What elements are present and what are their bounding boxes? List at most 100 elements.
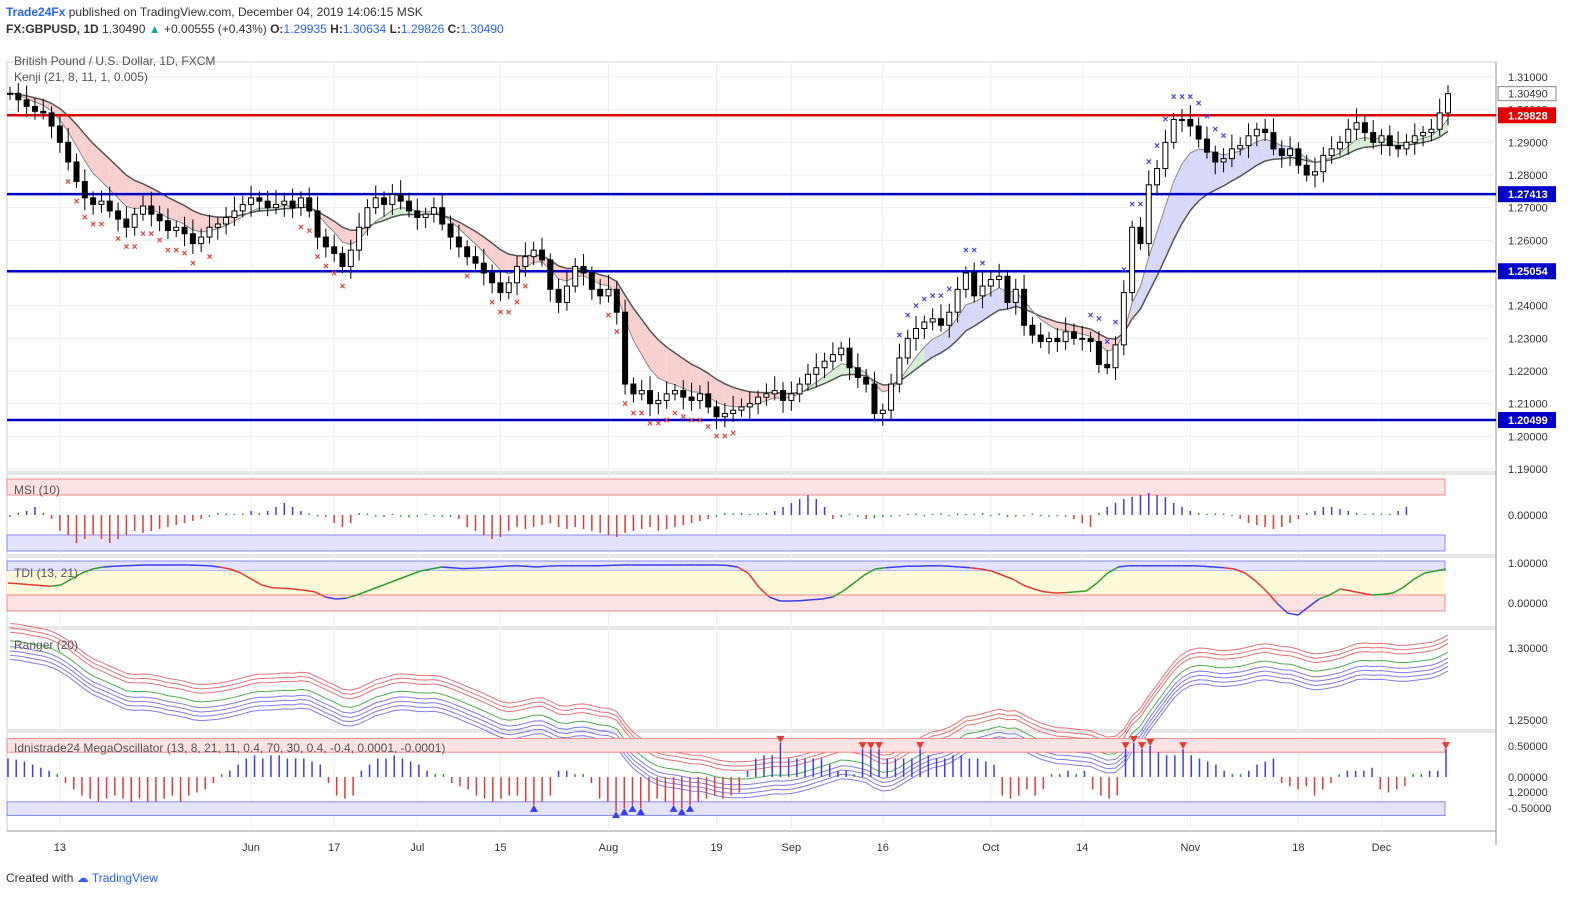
candle-body: [1228, 148, 1235, 160]
kenji-band-segment: [625, 295, 634, 341]
tdi-line-segment: [726, 564, 738, 568]
candle-body: [1287, 148, 1294, 156]
tdi-line-segment: [335, 597, 347, 600]
tdi-line-segment: [1413, 572, 1426, 580]
candle-body: [1245, 135, 1252, 147]
sell-marker: ×: [697, 415, 703, 426]
publisher-name[interactable]: Trade24Fx: [6, 5, 66, 19]
kenji-band-segment: [475, 231, 484, 253]
buy-marker: ×: [905, 311, 911, 322]
candle-body: [1079, 337, 1086, 340]
kenji-band-segment: [492, 243, 501, 271]
candle-body: [1445, 93, 1451, 114]
candle-body: [81, 181, 88, 199]
candle-body: [505, 282, 512, 294]
candle-body: [1162, 141, 1169, 169]
candle-body: [771, 390, 778, 395]
tradingview-link[interactable]: TradingView: [91, 871, 158, 885]
tdi-line-segment: [980, 568, 992, 572]
sell-marker: ×: [606, 311, 612, 322]
kenji-band-segment: [118, 167, 127, 207]
tdi-line-segment: [1096, 572, 1109, 584]
tdi-line-segment: [1265, 590, 1278, 604]
candle-body: [929, 318, 936, 323]
y-tick-label: 1.30000: [1508, 643, 1548, 655]
tdi-line-segment: [219, 566, 231, 570]
y-tick-label: 1.23000: [1508, 333, 1548, 345]
tdi-line-segment: [7, 582, 19, 585]
kenji-band-segment: [650, 330, 659, 378]
candle-body: [572, 265, 579, 287]
candle-body: [314, 210, 321, 238]
tdi-line-segment: [769, 596, 781, 602]
candle-body: [231, 210, 238, 218]
tdi-line-segment: [1075, 590, 1087, 593]
sell-marker: ×: [639, 409, 645, 420]
created-with-text: Created with: [6, 871, 74, 885]
candle-body: [289, 200, 296, 209]
candle-body: [871, 383, 878, 414]
candle-body: [455, 236, 462, 248]
kenji-band-segment: [192, 210, 202, 232]
mega-buy-triangle: [636, 808, 645, 815]
y-tick-label: 0.00000: [1508, 598, 1548, 610]
x-tick-label: 15: [494, 842, 506, 854]
candle-body: [173, 226, 180, 232]
kenji-band-segment: [342, 227, 351, 245]
candle-body: [189, 233, 196, 245]
tdi-line-segment: [420, 568, 432, 572]
y-tick-label: 1.20000: [1508, 431, 1548, 443]
candle-body: [863, 377, 870, 385]
main-chart-title: British Pound / U.S. Dollar, 1D, FXCM: [14, 54, 216, 68]
level-price-label: 1.25054: [1508, 266, 1549, 278]
buy-marker: ×: [1129, 200, 1135, 211]
megaoscillator-pane-title: Idnistrade24 MegaOscillator (13, 8, 21, …: [14, 741, 446, 755]
sell-marker: ×: [705, 422, 711, 433]
sell-marker: ×: [298, 223, 304, 234]
sell-marker: ×: [74, 196, 80, 207]
candle-body: [405, 200, 412, 212]
level-price-tag: [1498, 107, 1556, 124]
mega-sell-triangle: [1442, 742, 1450, 750]
tdi-line-segment: [1223, 567, 1235, 570]
candle-body: [7, 92, 13, 95]
candle-body: [846, 347, 853, 369]
candle-body: [364, 207, 371, 228]
candle-body: [1237, 145, 1244, 150]
candle-body: [23, 99, 30, 107]
buy-marker: ×: [1146, 157, 1152, 168]
candle-body: [65, 141, 72, 163]
sell-marker: ×: [647, 419, 653, 430]
tdi-line-segment: [229, 568, 241, 574]
candle-body: [1278, 148, 1285, 156]
candle-body: [414, 210, 421, 218]
tdi-line-segment: [409, 570, 421, 576]
candle-body: [1170, 118, 1177, 143]
x-tick-label: 18: [1292, 842, 1304, 854]
candle-body: [1021, 288, 1028, 326]
mega-buy-triangle: [686, 804, 695, 812]
sell-marker: ×: [614, 327, 620, 338]
tdi-line-segment: [991, 570, 1003, 576]
high-label: H:: [330, 22, 343, 36]
level-price-tag: [1498, 412, 1556, 429]
tdi-line-segment: [1107, 566, 1119, 574]
tdi-line-segment: [240, 572, 252, 580]
candle-body: [148, 205, 155, 215]
tdi-line-segment: [29, 583, 40, 587]
sell-marker: ×: [689, 415, 695, 426]
candle-body: [913, 328, 920, 339]
tdi-line-segment: [92, 566, 104, 570]
kenji-band-segment: [1215, 153, 1224, 191]
candle-body: [339, 252, 346, 267]
kenji-band-segment: [1240, 146, 1249, 177]
y-tick-label: 1.24000: [1508, 301, 1548, 313]
candle-body: [705, 393, 712, 408]
candle-body: [164, 220, 171, 232]
kenji-band-segment: [982, 292, 991, 321]
kenji-band-segment: [1040, 316, 1050, 325]
sell-marker: ×: [173, 245, 179, 256]
candle-body: [1253, 128, 1260, 137]
mega-buy-triangle: [677, 808, 686, 815]
